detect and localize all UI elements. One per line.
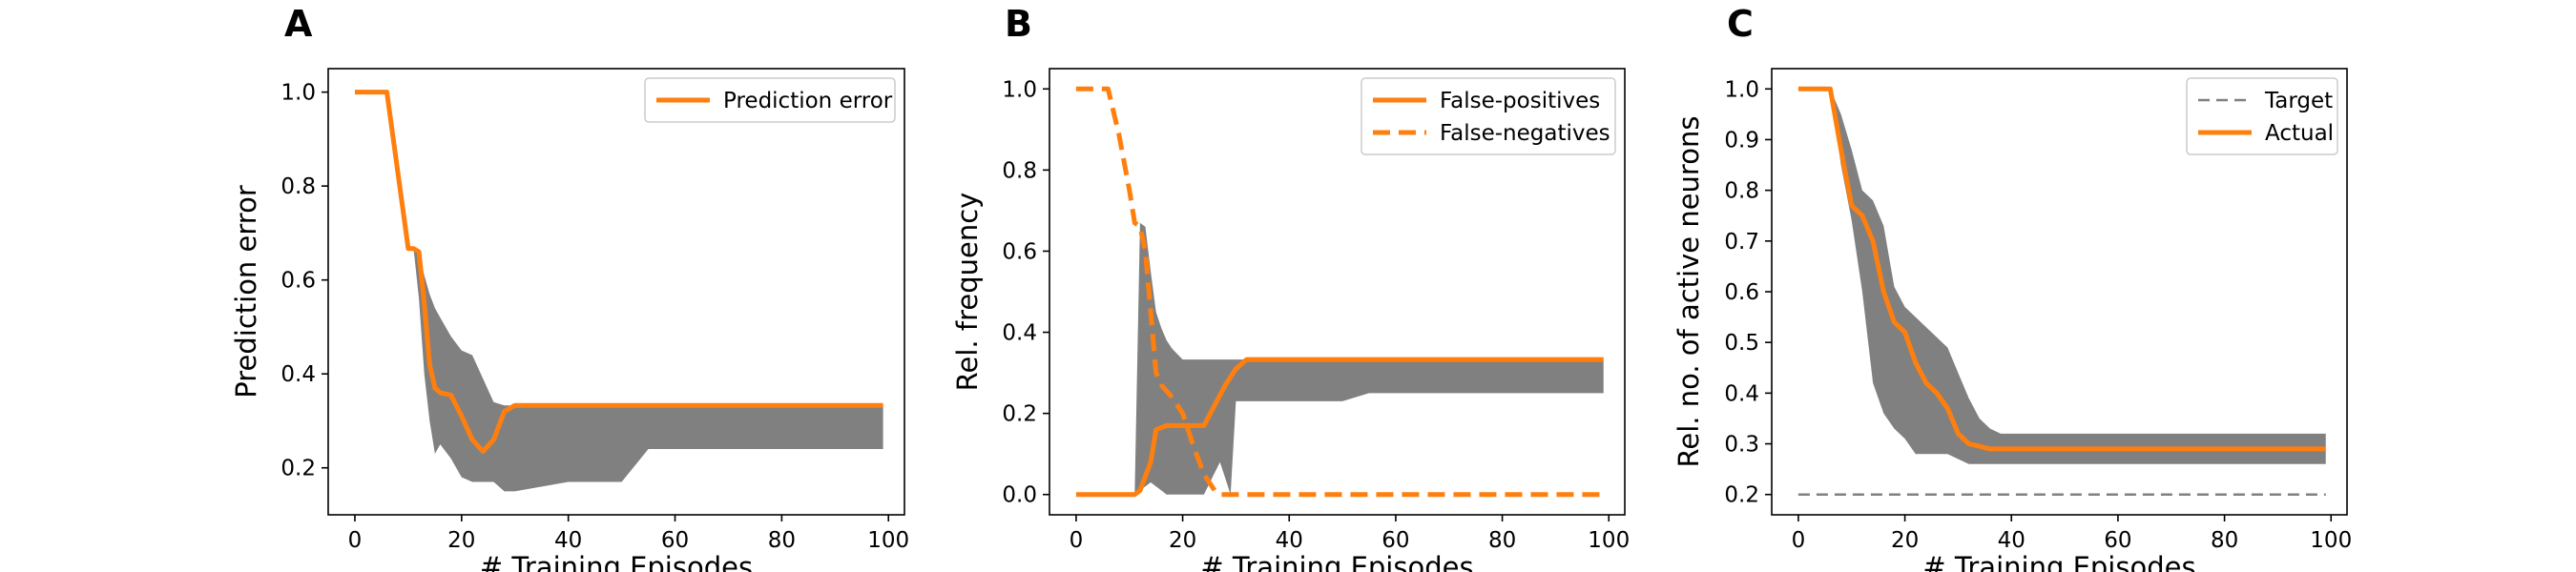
y-tick-label: 0.6 — [1002, 239, 1037, 264]
y-axis-label: Rel. frequency — [951, 193, 984, 392]
panel-label: B — [1005, 3, 1032, 45]
legend: Prediction error — [644, 77, 896, 123]
x-tick-label: 80 — [2211, 528, 2238, 553]
y-axis-label: Prediction error — [230, 185, 262, 398]
legend-label: Actual — [2265, 121, 2334, 146]
x-tick-label: 80 — [1488, 528, 1516, 553]
y-tick-label: 0.2 — [280, 457, 316, 481]
legend: Target Actual — [2186, 77, 2338, 155]
y-tick-label: 1.0 — [1002, 77, 1037, 102]
x-tick-label: 20 — [447, 528, 475, 553]
x-tick-label: 0 — [348, 528, 363, 553]
y-tick-label: 0.5 — [1724, 331, 1759, 356]
y-tick-label: 0.2 — [1724, 483, 1759, 508]
legend-label: Target — [2264, 89, 2333, 113]
x-axis-label: # Training Episodes — [1200, 551, 1473, 572]
y-tick-label: 0.8 — [1724, 179, 1759, 204]
y-axis-label: Rel. no. of active neurons — [1672, 116, 1705, 468]
x-axis-label: # Training Episodes — [1922, 551, 2195, 572]
legend-box — [1361, 77, 1616, 155]
legend-label: Prediction error — [723, 89, 893, 113]
legend-box — [644, 77, 896, 123]
y-tick-label: 0.8 — [1002, 158, 1037, 183]
confidence-band — [1797, 89, 2326, 464]
panel-c: 0 20 40 60 80 100 0.2 0.3 0.4 0.5 0.6 0.7 0.8 0.9 1.0 #… — [1672, 3, 2352, 572]
panel-label: A — [284, 3, 313, 45]
y-tick-label: 0.4 — [1724, 381, 1759, 406]
y-tick-label: 0.8 — [280, 174, 316, 199]
panel-a: 0 20 40 60 80 100 0.2 0.4 0.6 0.8 1.0 # Training Ep… — [230, 3, 909, 572]
x-tick-label: 20 — [1891, 528, 1919, 553]
x-tick-label: 40 — [554, 528, 582, 553]
legend-label: False-negatives — [1440, 121, 1610, 146]
series-line-1 — [1075, 357, 1604, 498]
x-tick-label: 60 — [1381, 528, 1409, 553]
x-tick-label: 0 — [1792, 528, 1806, 553]
y-tick-label: 0.6 — [1724, 280, 1759, 305]
x-tick-label: 80 — [768, 528, 796, 553]
x-tick-label: 100 — [1588, 528, 1630, 553]
series-line-2 — [1075, 86, 1604, 498]
y-tick-label: 1.0 — [1724, 77, 1759, 102]
panel-label: C — [1727, 3, 1754, 45]
x-tick-label: 40 — [1998, 528, 2025, 553]
confidence-band — [1075, 222, 1604, 495]
x-tick-label: 60 — [2104, 528, 2131, 553]
x-tick-label: 40 — [1276, 528, 1303, 553]
y-tick-label: 0.3 — [1724, 433, 1759, 458]
x-tick-label: 0 — [1070, 528, 1084, 553]
series-line-1 — [355, 90, 883, 454]
y-tick-label: 0.4 — [280, 362, 316, 387]
panel-b: 0 20 40 60 80 100 0.0 0.2 0.4 0.6 0.8 1.0 # Training… — [951, 3, 1630, 572]
x-axis-label: # Training Episodes — [480, 551, 753, 572]
x-tick-label: 20 — [1169, 528, 1196, 553]
series-line-2 — [1797, 86, 2326, 452]
confidence-band — [355, 92, 883, 492]
legend: False-positives False-negatives — [1361, 77, 1616, 155]
y-tick-label: 0.6 — [280, 269, 316, 294]
x-tick-label: 60 — [661, 528, 689, 553]
y-tick-label: 0.2 — [1002, 402, 1037, 427]
legend-box — [2186, 77, 2338, 155]
plot-frame — [1049, 68, 1626, 516]
x-tick-label: 100 — [867, 528, 909, 553]
x-tick-label: 100 — [2310, 528, 2352, 553]
legend-label: False-positives — [1440, 89, 1600, 113]
y-tick-label: 0.0 — [1002, 483, 1037, 508]
plot-frame — [327, 68, 905, 516]
y-tick-label: 0.7 — [1724, 230, 1759, 255]
y-tick-label: 0.4 — [1002, 321, 1037, 346]
y-tick-label: 0.9 — [1724, 128, 1759, 153]
y-tick-label: 1.0 — [280, 81, 316, 106]
